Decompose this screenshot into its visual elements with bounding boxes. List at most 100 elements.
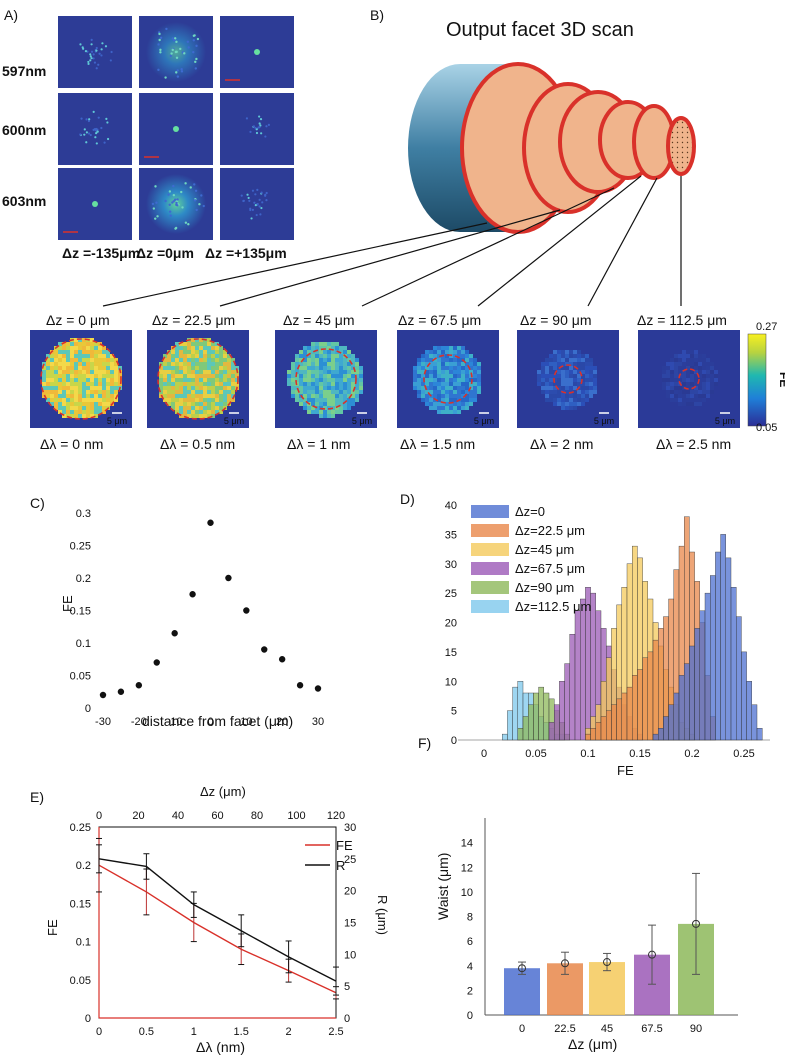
- scan-pixel: [74, 414, 78, 418]
- e-y-right-tick: 10: [344, 949, 356, 961]
- scan-pixel: [187, 382, 191, 386]
- speckle-dot: [256, 202, 259, 206]
- scan-pixel: [90, 398, 94, 402]
- scale-bar-label: 5 μm: [107, 416, 127, 426]
- scan-pixel: [477, 386, 481, 390]
- scan-pixel: [78, 414, 82, 418]
- scan-pixel: [315, 390, 319, 394]
- scan-pixel: [315, 386, 319, 390]
- scan-pixel: [569, 358, 573, 362]
- focus-spot: [173, 126, 179, 132]
- scan-pixel: [219, 386, 223, 390]
- speckle-dot: [169, 54, 172, 58]
- scan-pixel: [469, 362, 473, 366]
- scan-pixel: [678, 378, 682, 382]
- scan-pixel: [82, 406, 86, 410]
- scan-pixel: [449, 346, 453, 350]
- scan-pixel: [66, 358, 70, 362]
- scan-pixel: [690, 358, 694, 362]
- scan-pixel: [171, 390, 175, 394]
- scan-pixel: [477, 362, 481, 366]
- scan-pixel: [106, 362, 110, 366]
- scan-pixel: [706, 382, 710, 386]
- scan-pixel: [98, 358, 102, 362]
- scan-pixel: [549, 374, 553, 378]
- scan-pixel: [339, 382, 343, 386]
- scan-pixel: [106, 370, 110, 374]
- scan-pixel: [78, 402, 82, 406]
- scan-pixel: [58, 382, 62, 386]
- scan-pixel: [702, 366, 706, 370]
- scan-pixel: [465, 374, 469, 378]
- scan-pixel: [94, 390, 98, 394]
- speckle-dot: [167, 193, 170, 196]
- scan-pixel: [315, 346, 319, 350]
- scan-pixel: [315, 382, 319, 386]
- speckle-dot: [189, 186, 192, 189]
- scan-pixel: [465, 386, 469, 390]
- scan-pixel: [163, 366, 167, 370]
- scan-pixel: [433, 386, 437, 390]
- scan-pixel: [70, 374, 74, 378]
- scan-pixel: [223, 362, 227, 366]
- scan-pixel: [179, 406, 183, 410]
- scan-pixel: [437, 354, 441, 358]
- scan-pixel: [573, 354, 577, 358]
- scan-pixel: [90, 342, 94, 346]
- scan-pixel: [445, 374, 449, 378]
- d-hist-bar: [658, 728, 664, 741]
- scan-pixel: [335, 358, 339, 362]
- scan-pixel: [589, 370, 593, 374]
- scan-pixel: [171, 362, 175, 366]
- scan-pixel: [299, 378, 303, 382]
- connector-line: [361, 187, 615, 307]
- scan-pixel: [413, 370, 417, 374]
- scan-pixel: [545, 370, 549, 374]
- d-hist-bar: [678, 675, 685, 741]
- speckle-dot: [265, 125, 268, 128]
- scan-pixel: [303, 382, 307, 386]
- scan-pixel: [211, 378, 215, 382]
- scan-pixel: [437, 358, 441, 362]
- scan-pixel: [215, 350, 219, 354]
- scan-pixel: [335, 382, 339, 386]
- scan-pixel: [98, 354, 102, 358]
- d-hist-bar: [658, 628, 664, 741]
- scan-pixel: [295, 378, 299, 382]
- scan-pixel: [331, 354, 335, 358]
- scan-pixel: [291, 378, 295, 382]
- scan-pixel: [42, 366, 46, 370]
- scan-pixel: [94, 382, 98, 386]
- scan-pixel: [211, 414, 215, 418]
- scan-pixel: [175, 362, 179, 366]
- scan-pixel: [674, 358, 678, 362]
- scan-pixel: [441, 390, 445, 394]
- scan-pixel: [706, 362, 710, 366]
- scan-pixel: [557, 354, 561, 358]
- scan-pixel: [66, 390, 70, 394]
- scan-pixel: [553, 366, 557, 370]
- e-y-tick: 0: [85, 1013, 91, 1025]
- connector-line: [587, 177, 658, 307]
- e-top-x-tick: 120: [327, 810, 345, 822]
- scan-pixel: [686, 366, 690, 370]
- scan-pixel: [219, 354, 223, 358]
- scan-pixel: [573, 390, 577, 394]
- scan-pixel: [441, 350, 445, 354]
- c-data-point: [207, 519, 214, 526]
- speckle-dot: [265, 191, 268, 195]
- scan-pixel: [577, 402, 581, 406]
- scan-pixel: [46, 378, 50, 382]
- scan-pixel: [441, 366, 445, 370]
- scan-pixel: [299, 362, 303, 366]
- scan-pixel: [54, 362, 58, 366]
- scan-pixel: [211, 354, 215, 358]
- scan-pixel: [70, 346, 74, 350]
- scan-pixel: [74, 390, 78, 394]
- speckle-dot: [172, 200, 175, 203]
- scan-pixel: [54, 382, 58, 386]
- scan-pixel: [163, 382, 167, 386]
- scan-pixel: [541, 370, 545, 374]
- scan-pixel: [331, 390, 335, 394]
- scan-pixel: [42, 390, 46, 394]
